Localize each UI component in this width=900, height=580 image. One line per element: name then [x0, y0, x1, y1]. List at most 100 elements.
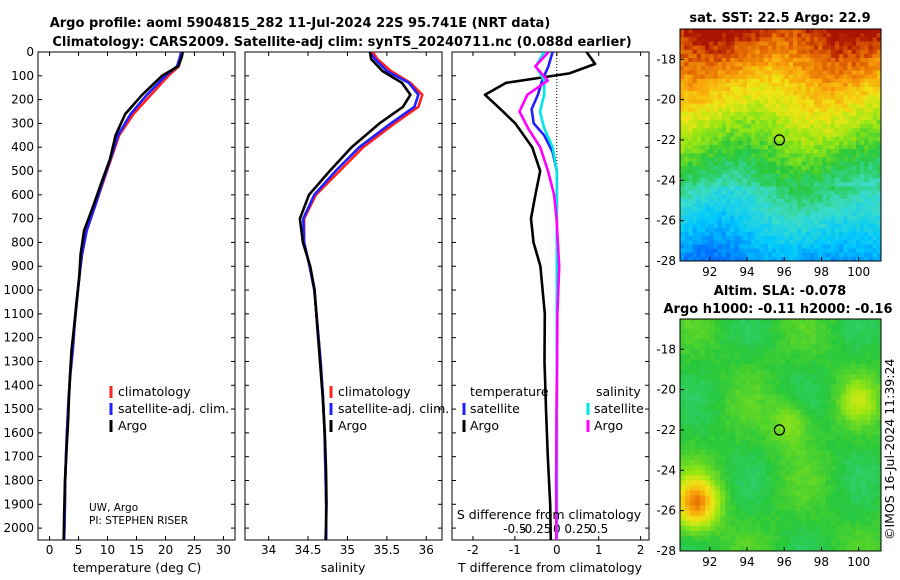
sst-cell: [788, 37, 794, 43]
sla-cell: [750, 495, 756, 502]
sst-cell: [692, 190, 698, 196]
sst-cell: [742, 37, 748, 43]
sst-cell: [860, 91, 865, 96]
sst-cell: [705, 37, 710, 43]
sst-cell: [759, 111, 765, 117]
sst-cell: [822, 236, 828, 241]
sst-cell: [726, 116, 731, 121]
sst-cell: [839, 174, 844, 179]
legend-t-argo-label: Argo: [470, 418, 499, 433]
sla-cell: [800, 394, 807, 401]
sla-cell: [730, 344, 736, 350]
sla-cell: [680, 369, 686, 376]
sst-cell: [734, 157, 740, 163]
sst-cell: [721, 174, 727, 179]
sst-cell: [705, 215, 710, 221]
sst-cell: [826, 82, 832, 88]
sst-cell: [801, 128, 807, 134]
sst-cell: [864, 132, 870, 138]
sst-cell: [738, 157, 744, 163]
sst-cell: [780, 58, 786, 63]
sst-cell: [692, 33, 698, 38]
sla-cell: [755, 520, 762, 527]
sst-cell: [772, 124, 777, 130]
sla-cell: [690, 435, 696, 441]
sst-cell: [826, 169, 832, 175]
sst-cell: [776, 29, 782, 34]
sla-cell: [780, 369, 787, 376]
sst-cell: [755, 215, 761, 221]
sla-cell: [685, 525, 691, 532]
sst-cell: [805, 58, 811, 63]
sst-cell: [868, 244, 874, 250]
sst-cell: [834, 33, 840, 38]
sla-cell: [695, 500, 701, 507]
sst-cell: [742, 136, 748, 142]
sla-cell: [745, 475, 751, 481]
sst-cell: [814, 78, 819, 84]
sla-cell: [810, 414, 817, 421]
sla-cell: [730, 485, 736, 492]
sst-cell: [814, 66, 819, 72]
sst-cell: [692, 95, 698, 101]
sst-cell: [696, 223, 702, 229]
sst-cell: [767, 70, 773, 76]
sla-cell: [865, 364, 872, 371]
sst-cell: [864, 87, 870, 92]
sst-cell: [700, 223, 706, 229]
sst-cell: [700, 174, 706, 179]
sst-cell: [872, 174, 878, 179]
sst-cell: [709, 252, 715, 258]
sst-cell: [784, 198, 790, 204]
sla-cell: [795, 525, 802, 532]
sla-cell: [860, 319, 867, 325]
sst-cell: [872, 66, 878, 72]
sst-cell: [713, 182, 719, 188]
sla-cell: [680, 540, 686, 547]
sst-cell: [680, 45, 685, 51]
sla-cell: [855, 369, 862, 376]
sla-cell: [680, 525, 686, 532]
sla-cell: [840, 404, 847, 411]
sst-cell: [713, 111, 719, 117]
sla-cell: [855, 429, 862, 436]
sla-cell: [755, 540, 762, 547]
sst-cell: [734, 256, 740, 261]
sst-cell: [826, 215, 832, 221]
sst-cell: [793, 149, 798, 154]
sst-cell: [876, 198, 881, 204]
sst-cell: [696, 45, 702, 51]
sla-cell: [690, 329, 696, 335]
sla-cell: [840, 374, 847, 381]
sla-cell: [685, 369, 691, 376]
sla-cell: [820, 505, 827, 512]
sst-cell: [772, 190, 777, 196]
sst-cell: [696, 136, 702, 142]
sst-cell: [692, 70, 698, 76]
sla-cell: [785, 334, 792, 340]
sla-cell: [850, 495, 857, 502]
sst-cell: [751, 186, 756, 192]
sst-cell: [805, 240, 811, 246]
sst-cell: [717, 157, 723, 163]
sla-cell: [730, 329, 736, 335]
sst-cell: [767, 236, 773, 241]
sla-cell: [775, 324, 782, 330]
sst-cell: [780, 99, 786, 105]
sst-cell: [734, 53, 740, 59]
map-x-tick-label: 100: [847, 555, 870, 569]
sla-cell: [820, 324, 827, 330]
sla-cell: [860, 500, 867, 507]
sst-cell: [709, 103, 715, 109]
sst-cell: [814, 157, 819, 163]
sst-cell: [696, 161, 702, 167]
sla-cell: [785, 384, 792, 391]
sla-cell: [730, 364, 736, 371]
sst-cell: [826, 256, 832, 261]
sst-cell: [767, 153, 773, 159]
sst-cell: [776, 41, 782, 47]
sst-cell: [713, 244, 719, 250]
sst-cell: [747, 136, 752, 142]
sst-cell: [822, 232, 828, 237]
sst-cell: [742, 236, 748, 241]
